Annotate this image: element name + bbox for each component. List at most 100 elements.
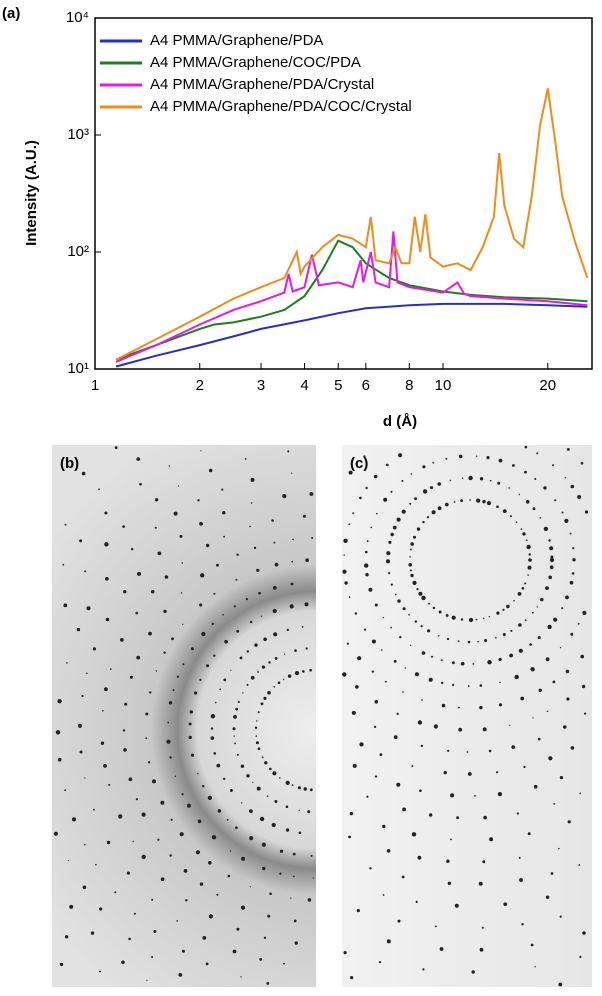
spot	[499, 681, 501, 684]
spot	[578, 864, 581, 866]
spot	[343, 951, 347, 955]
spot	[201, 631, 206, 637]
spot	[422, 489, 428, 494]
x-tick-label: 1	[91, 377, 99, 394]
spot	[261, 756, 264, 759]
spot	[154, 526, 157, 529]
spot	[509, 515, 512, 518]
spot	[307, 810, 311, 814]
spot	[172, 689, 175, 692]
spot	[382, 894, 385, 896]
spot	[126, 871, 130, 875]
spot	[577, 495, 582, 499]
spot	[279, 849, 284, 853]
spot	[168, 701, 173, 705]
spot	[417, 720, 423, 725]
spot	[233, 735, 235, 737]
spot	[460, 499, 463, 502]
spot	[396, 782, 401, 787]
spot	[438, 610, 442, 614]
spot	[108, 783, 111, 786]
spot	[365, 486, 368, 490]
spot	[286, 628, 289, 632]
spot	[450, 838, 452, 841]
spot	[59, 962, 64, 967]
spot	[366, 795, 369, 798]
spot	[410, 644, 412, 647]
spot	[236, 927, 240, 931]
spot	[370, 526, 373, 529]
spot	[282, 678, 285, 681]
spot	[257, 671, 259, 673]
spot	[454, 903, 459, 908]
spot	[572, 558, 576, 562]
spot	[148, 631, 152, 636]
spot	[467, 640, 471, 644]
spot	[78, 723, 82, 728]
spot	[344, 581, 348, 585]
y-tick-label: 10¹	[67, 360, 89, 377]
spot	[386, 463, 389, 467]
spot	[402, 607, 406, 611]
spot	[200, 573, 205, 578]
spot	[445, 457, 448, 460]
spot	[310, 854, 313, 857]
spot	[176, 675, 179, 678]
spot	[93, 808, 95, 811]
spot	[548, 575, 552, 580]
spot	[522, 532, 526, 536]
spot	[369, 867, 372, 870]
spot	[552, 680, 556, 684]
spot	[438, 635, 440, 637]
spot	[57, 757, 62, 762]
spot	[273, 686, 276, 688]
spot	[152, 779, 156, 784]
spot	[371, 670, 374, 673]
spot	[64, 935, 69, 939]
spot	[482, 499, 486, 504]
series-line	[115, 239, 588, 361]
spot	[239, 656, 243, 660]
spot	[521, 923, 524, 926]
spot	[445, 614, 449, 617]
spot	[402, 807, 406, 812]
spot	[351, 710, 356, 715]
spot	[446, 859, 450, 863]
spot	[277, 681, 281, 685]
spot	[452, 683, 455, 687]
spot	[509, 653, 513, 658]
spot	[548, 756, 553, 761]
spot	[397, 599, 401, 603]
spot	[567, 820, 571, 824]
spot	[114, 446, 118, 449]
spot	[226, 819, 229, 821]
spot	[390, 627, 392, 629]
spot	[252, 781, 254, 783]
spot	[290, 582, 294, 586]
spot	[171, 637, 174, 641]
spot	[266, 795, 269, 797]
spot	[292, 538, 294, 541]
spot	[420, 744, 424, 748]
spot	[104, 542, 109, 547]
spot	[545, 895, 550, 899]
spot	[422, 968, 425, 971]
spot	[188, 722, 192, 726]
spot	[309, 788, 313, 792]
spot	[565, 669, 570, 674]
spot	[183, 869, 188, 873]
spot	[167, 721, 169, 724]
spot	[414, 497, 417, 500]
spot	[399, 636, 402, 639]
spot	[160, 877, 165, 881]
spot	[466, 751, 469, 753]
spot	[410, 473, 413, 475]
spot	[223, 535, 226, 538]
spot	[545, 657, 550, 662]
spot	[357, 656, 362, 661]
spot	[433, 724, 438, 729]
spot	[415, 900, 418, 904]
spot	[554, 499, 557, 502]
spot	[584, 712, 587, 715]
spot	[533, 784, 538, 789]
